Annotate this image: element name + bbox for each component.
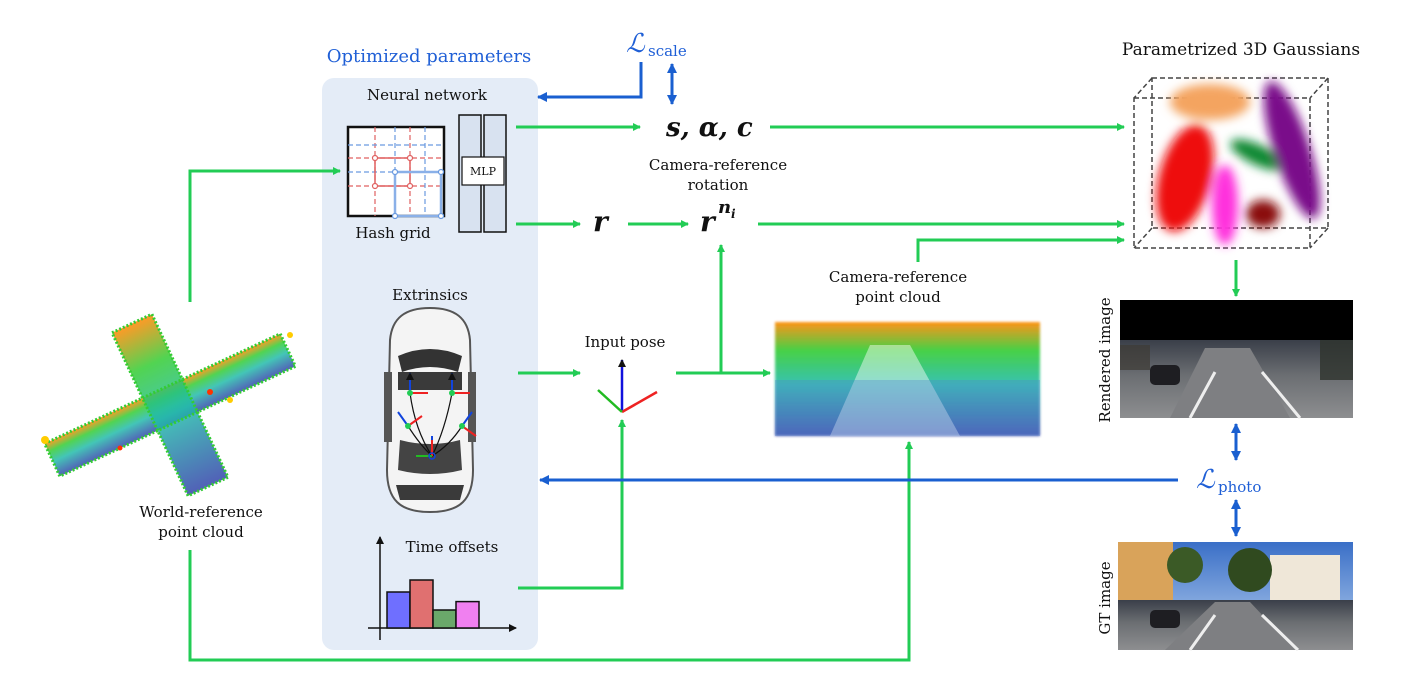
- input-pose-axes-icon: [597, 359, 658, 414]
- input-pose-label: Input pose: [585, 333, 666, 351]
- hash-grid-icon: [346, 125, 446, 220]
- mlp-label: MLP: [470, 165, 497, 178]
- svg-text:photo: photo: [1218, 478, 1261, 496]
- time-offset-bar: [455, 600, 480, 629]
- camera-reference-point-cloud-image: [775, 322, 1040, 436]
- time-offsets-label: Time offsets: [406, 538, 499, 556]
- camera-reference-pc-line2: point cloud: [855, 288, 941, 306]
- neural-network-label: Neural network: [367, 86, 488, 104]
- optimized-parameters-title: Optimized parameters: [327, 46, 532, 67]
- world-reference-label-line2: point cloud: [158, 523, 244, 541]
- gaussians-title: Parametrized 3D Gaussians: [1122, 40, 1360, 60]
- gt-image: [1118, 542, 1353, 652]
- r-n-i-label: r n i: [700, 197, 736, 238]
- rendered-image: [1120, 300, 1353, 419]
- loss-scale-symbol: ℒ scale: [626, 29, 687, 60]
- r-label: r: [593, 205, 610, 238]
- rendered-image-label: Rendered image: [1096, 297, 1114, 422]
- camera-reference-rotation-line2: rotation: [688, 176, 749, 194]
- time-offset-bar: [432, 609, 457, 629]
- gt-image-label: GT image: [1096, 561, 1114, 634]
- mlp-icon: [458, 114, 507, 233]
- car-top-view-icon: [384, 306, 477, 514]
- hash-grid-label: Hash grid: [355, 224, 431, 242]
- time-offset-bar: [409, 579, 434, 629]
- camera-reference-rotation-line1: Camera-reference: [649, 156, 787, 174]
- svg-text:n: n: [718, 197, 731, 218]
- svg-text:r: r: [700, 205, 717, 238]
- world-reference-point-cloud-image: [41, 312, 298, 498]
- camera-reference-pc-line1: Camera-reference: [829, 268, 967, 286]
- time-offsets-histogram: [368, 536, 517, 640]
- time-offset-bar: [386, 591, 411, 629]
- extrinsics-label: Extrinsics: [392, 286, 468, 304]
- svg-text:i: i: [731, 207, 736, 221]
- parametrized-gaussians-cube: [1133, 77, 1329, 249]
- svg-text:ℒ: ℒ: [1196, 465, 1216, 495]
- s-alpha-c-label: s, α, c: [665, 113, 753, 143]
- svg-text:ℒ: ℒ: [626, 29, 646, 59]
- loss-photo-symbol: ℒ photo: [1196, 465, 1261, 496]
- loss-scale-feedback-arrow: [537, 62, 643, 102]
- flow-arrows: [188, 123, 1240, 662]
- world-reference-label-line1: World-reference: [139, 503, 263, 521]
- svg-text:scale: scale: [648, 42, 687, 60]
